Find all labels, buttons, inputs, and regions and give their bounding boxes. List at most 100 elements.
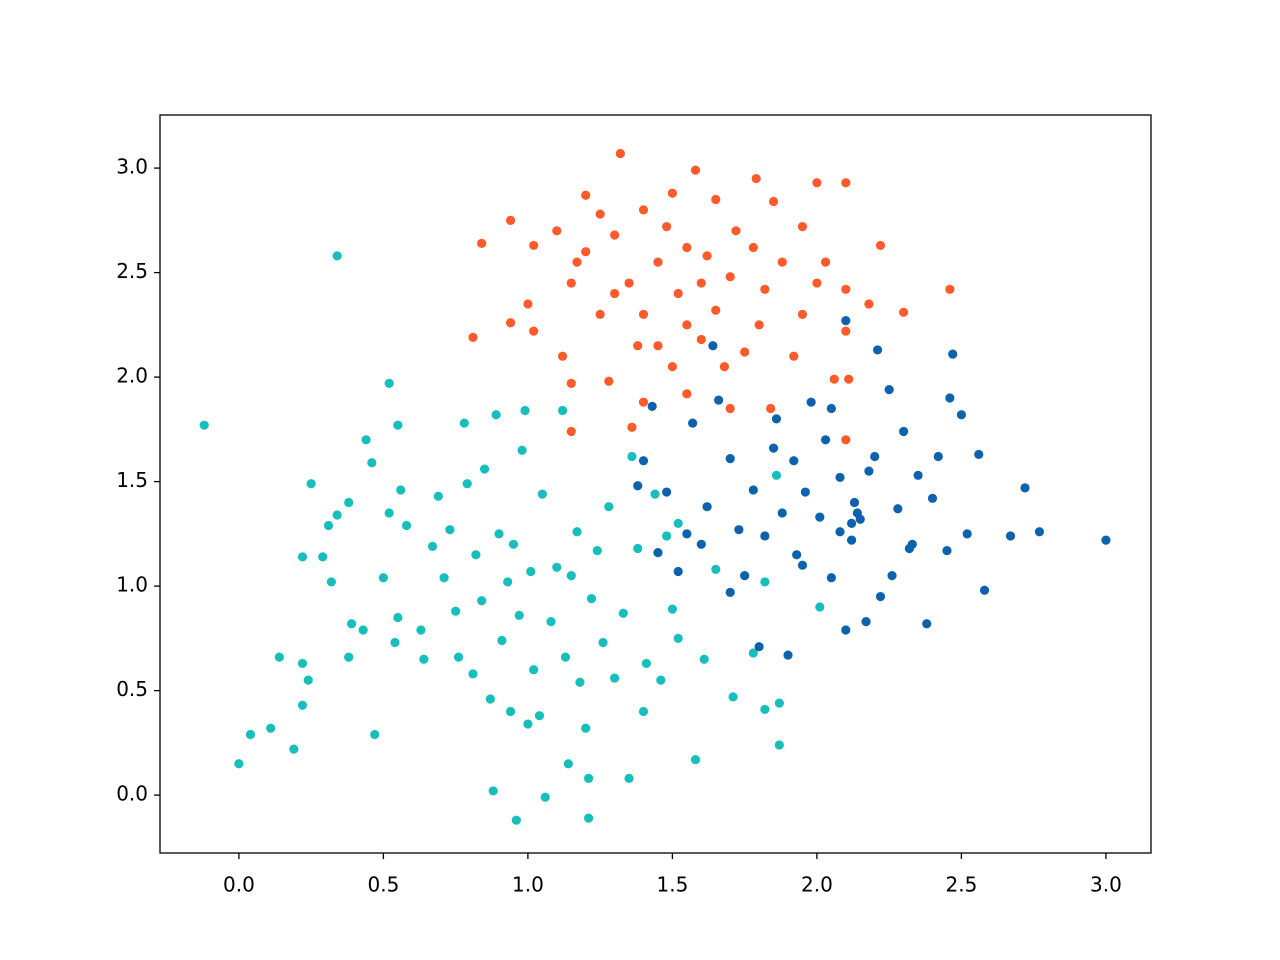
point (624, 278, 634, 288)
point (445, 525, 455, 535)
point (696, 278, 706, 288)
point (378, 573, 389, 583)
point (583, 773, 594, 783)
point (841, 316, 851, 326)
point (627, 451, 637, 462)
point (725, 454, 735, 464)
point (479, 464, 490, 474)
point (289, 744, 299, 754)
point (303, 675, 313, 685)
point (627, 422, 637, 432)
point (841, 284, 851, 294)
point (274, 652, 284, 662)
point (523, 719, 533, 729)
point (792, 550, 802, 560)
point (690, 754, 701, 765)
point (572, 527, 582, 537)
point (800, 487, 810, 497)
point (557, 351, 568, 361)
point (760, 577, 770, 587)
point (682, 529, 692, 539)
point (835, 472, 845, 483)
point (731, 226, 741, 236)
point (682, 389, 692, 399)
x-tick-label: 1.5 (657, 873, 689, 897)
point (907, 539, 917, 549)
point (711, 305, 721, 315)
point (673, 633, 683, 643)
point (615, 148, 625, 159)
point (505, 318, 516, 328)
point (702, 502, 712, 512)
y-tick-label: 0.5 (116, 677, 148, 701)
point (864, 466, 874, 476)
point (393, 420, 403, 430)
point (370, 729, 380, 740)
point (566, 378, 576, 388)
point (581, 190, 591, 200)
point (508, 539, 519, 549)
point (477, 596, 487, 606)
y-tick-label: 3.0 (116, 155, 148, 179)
point (768, 196, 779, 207)
point (962, 529, 972, 539)
point (1034, 527, 1045, 537)
point (598, 637, 608, 648)
point (899, 307, 909, 317)
point (846, 535, 857, 545)
point (873, 345, 883, 355)
point (647, 401, 657, 411)
point (714, 395, 724, 405)
point (511, 815, 521, 825)
point (861, 617, 871, 627)
point (526, 566, 536, 577)
point (766, 403, 776, 414)
point (552, 226, 562, 236)
point (841, 435, 851, 445)
point (306, 479, 316, 489)
point (604, 376, 614, 386)
point (297, 700, 308, 710)
point (520, 405, 530, 416)
point (592, 545, 602, 556)
point (870, 451, 880, 462)
point (653, 341, 663, 351)
point (344, 652, 354, 662)
point (505, 706, 516, 717)
point (517, 445, 527, 455)
point (841, 326, 851, 336)
point (575, 677, 585, 687)
point (748, 648, 758, 658)
point (462, 479, 472, 489)
point (595, 209, 605, 219)
point (427, 541, 438, 551)
point (711, 194, 721, 205)
point (529, 240, 539, 251)
point (529, 326, 539, 336)
point (754, 320, 764, 330)
point (633, 543, 643, 554)
point (572, 257, 582, 267)
point (453, 652, 464, 662)
point (688, 418, 698, 428)
point (728, 692, 738, 702)
point (1005, 531, 1016, 541)
point (673, 288, 683, 299)
point (297, 658, 308, 669)
point (812, 178, 822, 188)
x-tick-label: 0.0 (223, 873, 255, 897)
point (760, 704, 770, 715)
point (696, 334, 706, 345)
point (760, 531, 770, 541)
point (560, 652, 571, 662)
point (826, 573, 836, 583)
point (927, 493, 938, 503)
point (662, 222, 672, 232)
point (754, 642, 764, 652)
point (974, 449, 984, 460)
point (667, 188, 678, 198)
point (933, 451, 943, 462)
point (497, 635, 507, 646)
